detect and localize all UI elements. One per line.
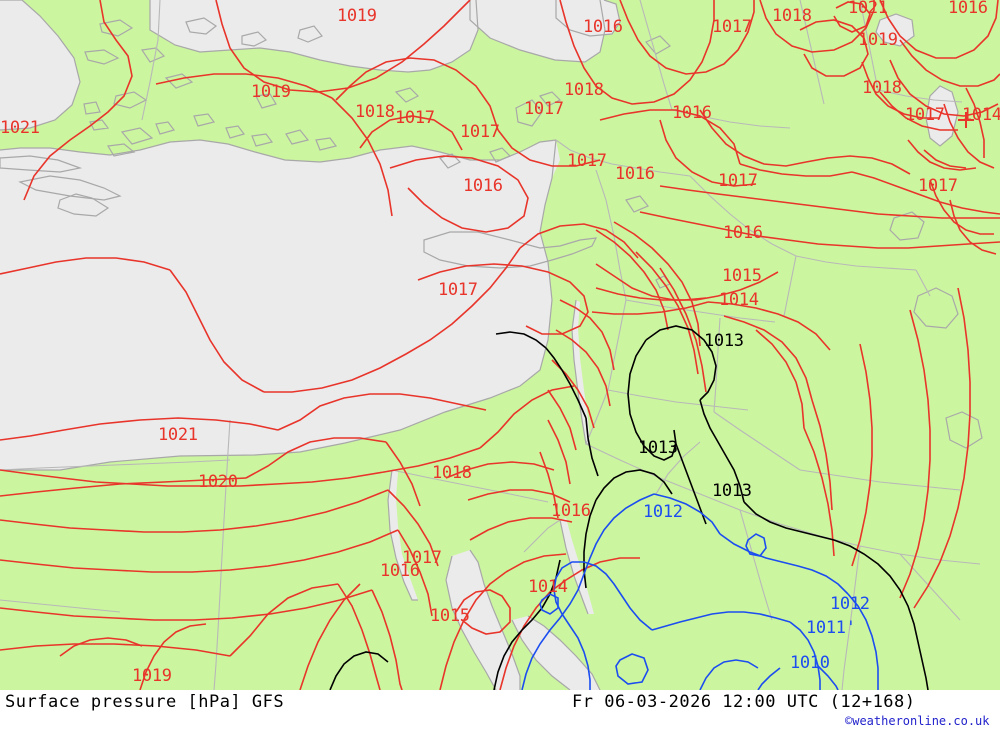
isobar-label: 1013: [704, 331, 744, 351]
high-center-marker: [958, 112, 974, 128]
isobar-label: 1013: [712, 481, 752, 501]
product-title: Surface pressure [hPa] GFS: [5, 692, 285, 712]
isobar-label: 1012: [830, 594, 870, 614]
isobar-label: 1016: [615, 164, 655, 184]
isobar-label: 1021: [0, 118, 40, 138]
isobar-label: 1017: [567, 151, 607, 171]
isobar-label: 1017: [402, 548, 442, 568]
isobar-label: 1017: [395, 108, 435, 128]
isobar-label: 1016: [463, 176, 503, 196]
isobar-label: 1016: [723, 223, 763, 243]
isobar-label: 1017: [718, 171, 758, 191]
isobars-high: [0, 0, 1000, 690]
isobar-label: 1018: [564, 80, 604, 100]
isobar-label: 1013: [638, 438, 678, 458]
nile-valley: [388, 470, 418, 600]
isobar-label: 1014: [719, 290, 759, 310]
red-sea-north: [512, 616, 600, 690]
isobar-label: 1019: [251, 82, 291, 102]
isobar-label: 1017: [918, 176, 958, 196]
north-aegean-sea: [150, 0, 478, 72]
isobar-label: 1011': [806, 618, 856, 638]
isobar-label: 1017: [712, 17, 752, 37]
isobar-label: 1018: [432, 463, 472, 483]
pressure-contour-map: 1019 1016 1017 1018 1021 1016 1019 1019 1018 1017…: [0, 0, 1000, 690]
isobar-label: 1016: [583, 17, 623, 37]
dead-sea: [572, 300, 590, 444]
isobar-label: 1020: [198, 472, 238, 492]
isobar-label: 1017: [438, 280, 478, 300]
gulf-of-aqaba: [560, 518, 594, 614]
copyright-notice: ©weatheronline.co.uk: [845, 714, 990, 728]
isobar-label: 1018: [772, 6, 812, 26]
isobar-label: 1017: [460, 122, 500, 142]
isobar-label: 1019: [858, 30, 898, 50]
ionian-sea: [0, 0, 80, 130]
isobar-label: 1019: [337, 6, 377, 26]
isobar-label: 1012: [643, 502, 683, 522]
isobar-label: 1021: [158, 425, 198, 445]
isobars-low: [521, 493, 879, 690]
isobar-label: 1014: [962, 105, 1000, 125]
isobar-label: 1016: [948, 0, 988, 18]
isobar-label: 1018: [862, 78, 902, 98]
political-borders: [0, 0, 981, 690]
isobar-label: 1019: [132, 666, 172, 686]
mediterranean-sea: [0, 140, 560, 470]
isobars-1013: [329, 325, 929, 690]
valid-time: Fr 06-03-2026 12:00 UTC (12+168): [572, 692, 916, 712]
isobar-label: 1016: [551, 501, 591, 521]
isobar-label: 1015: [430, 606, 470, 626]
isobar-label: 1016: [672, 103, 712, 123]
map-canvas: [0, 0, 1000, 690]
map-footer: Surface pressure [hPa] GFS Fr 06-03-2026…: [0, 690, 1000, 733]
coastlines: [0, 0, 983, 690]
isobar-label: 1010: [790, 653, 830, 673]
isobar-label: 1017: [524, 99, 564, 119]
isobar-label: 1021: [848, 0, 888, 18]
sea-polygons: [0, 0, 958, 690]
isobar-label: 1016: [380, 561, 420, 581]
isobar-label: 1017: [905, 105, 945, 125]
isobar-label: 1014: [528, 577, 568, 597]
isobar-label: 1015: [722, 266, 762, 286]
gulf-of-suez: [446, 550, 520, 690]
isobar-label: 1018: [355, 102, 395, 122]
lake-van: [876, 14, 914, 46]
